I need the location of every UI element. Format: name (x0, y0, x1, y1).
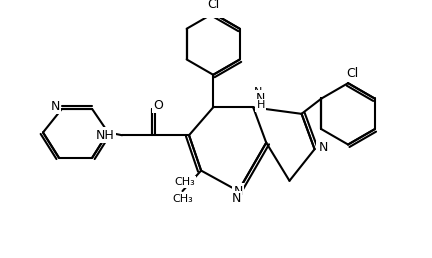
Text: N: N (256, 92, 265, 104)
Text: O: O (153, 99, 163, 112)
Text: CH₃: CH₃ (174, 177, 195, 187)
Text: N: N (318, 143, 327, 156)
Text: N: N (254, 87, 262, 98)
Text: Cl: Cl (207, 0, 219, 11)
Text: H: H (254, 95, 262, 105)
Text: H: H (257, 100, 265, 110)
Text: N: N (51, 100, 60, 113)
Text: Cl: Cl (346, 67, 359, 80)
Text: N: N (234, 184, 243, 198)
Text: CH₃: CH₃ (172, 195, 193, 204)
Text: NH: NH (96, 129, 114, 142)
Text: N: N (319, 141, 329, 154)
Text: N: N (232, 192, 241, 205)
